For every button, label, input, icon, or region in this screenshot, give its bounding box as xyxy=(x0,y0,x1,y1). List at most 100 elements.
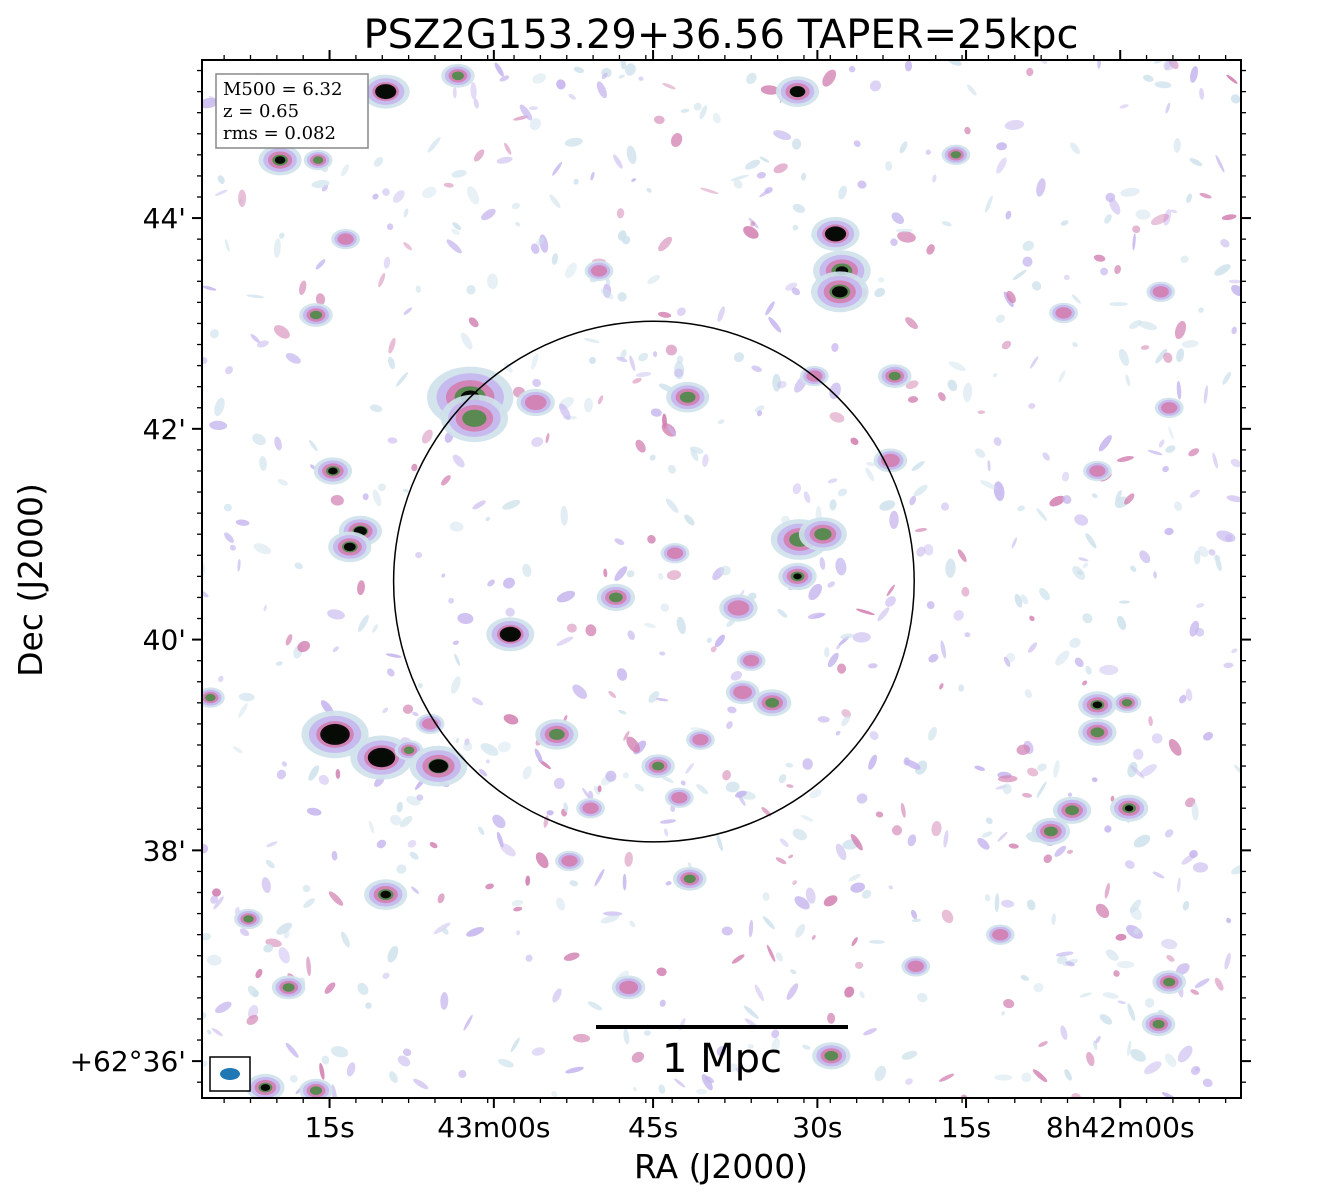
radio-source xyxy=(584,260,614,281)
noise-blob xyxy=(822,69,837,87)
noise-blob xyxy=(1223,662,1234,669)
noise-blob xyxy=(974,765,985,771)
noise-blob xyxy=(480,743,499,756)
noise-blob xyxy=(1158,439,1165,448)
noise-blob xyxy=(1163,352,1173,363)
noise-blob xyxy=(1231,648,1238,654)
noise-blob xyxy=(903,757,910,766)
noise-blob xyxy=(786,983,799,1000)
noise-blob xyxy=(277,479,288,486)
noise-blob xyxy=(365,1002,372,1009)
noise-blob xyxy=(1208,549,1216,556)
noise-blob xyxy=(454,653,461,666)
noise-blob xyxy=(811,934,816,940)
noise-blob xyxy=(281,761,287,767)
noise-blob xyxy=(315,259,326,270)
noise-blob xyxy=(378,273,386,288)
noise-blob xyxy=(530,243,540,254)
noise-blob xyxy=(928,653,939,663)
noise-blob xyxy=(869,731,879,741)
noise-blob xyxy=(670,132,683,148)
noise-blob xyxy=(1021,1072,1032,1083)
noise-blob xyxy=(315,293,326,306)
noise-blob xyxy=(246,1014,259,1025)
noise-blob xyxy=(566,623,577,633)
noise-blob xyxy=(1165,102,1171,114)
noise-blob xyxy=(704,1076,715,1083)
noise-blob xyxy=(866,461,877,467)
noise-blob xyxy=(659,819,677,824)
noise-blob xyxy=(754,405,765,413)
noise-blob xyxy=(1189,66,1199,83)
noise-blob xyxy=(659,651,666,656)
noise-blob xyxy=(451,228,460,235)
noise-blob xyxy=(618,709,627,715)
noise-blob xyxy=(387,668,395,677)
noise-blob xyxy=(531,437,544,447)
noise-blob xyxy=(840,633,854,640)
noise-blob xyxy=(1082,680,1088,686)
noise-blob xyxy=(900,802,906,818)
noise-blob xyxy=(792,203,806,213)
noise-blob xyxy=(1031,281,1042,291)
noise-blob xyxy=(1196,603,1205,608)
noise-blob xyxy=(382,972,390,979)
noise-blob xyxy=(869,80,882,92)
noise-blob xyxy=(1182,900,1190,911)
radio-source xyxy=(1078,718,1117,746)
noise-blob xyxy=(1224,952,1231,970)
noise-blob xyxy=(855,961,864,969)
noise-blob xyxy=(829,412,845,423)
noise-blob xyxy=(716,1046,726,1057)
noise-blob xyxy=(914,528,928,532)
noise-blob xyxy=(332,646,339,653)
noise-blob xyxy=(502,499,521,510)
noise-blob xyxy=(1070,142,1081,155)
noise-blob xyxy=(1127,1040,1132,1056)
noise-blob xyxy=(388,337,396,354)
noise-blob xyxy=(386,223,394,230)
noise-blob xyxy=(1129,319,1142,330)
noise-blob xyxy=(1226,495,1241,503)
noise-blob xyxy=(676,355,684,364)
noise-blob xyxy=(710,646,717,653)
noise-blob xyxy=(957,549,967,562)
noise-blob xyxy=(756,410,763,417)
radio-source xyxy=(725,680,760,705)
noise-blob xyxy=(1033,982,1044,993)
noise-blob xyxy=(621,235,631,245)
noise-blob xyxy=(416,794,424,801)
noise-blob xyxy=(879,500,896,511)
noise-blob xyxy=(321,1055,330,1065)
noise-blob xyxy=(584,397,593,413)
noise-blob xyxy=(851,937,858,947)
noise-blob xyxy=(224,532,234,543)
radio-source xyxy=(486,617,535,652)
noise-blob xyxy=(582,787,591,800)
radio-source xyxy=(666,381,710,413)
noise-blob xyxy=(1214,977,1224,991)
noise-blob xyxy=(835,843,847,861)
noise-blob xyxy=(1130,565,1137,573)
noise-blob xyxy=(473,98,479,109)
noise-blob xyxy=(569,880,578,887)
info-box: M500 = 6.32 z = 0.65 rms = 0.082 xyxy=(215,73,369,149)
noise-blob xyxy=(433,922,451,935)
noise-blob xyxy=(302,884,311,893)
noise-blob xyxy=(238,189,247,208)
noise-blob xyxy=(539,234,549,253)
radio-source xyxy=(555,850,584,872)
noise-blob xyxy=(743,1005,759,1019)
noise-blob xyxy=(285,1042,299,1058)
noise-blob xyxy=(800,814,814,822)
noise-blob xyxy=(1215,554,1222,572)
noise-blob xyxy=(215,1001,232,1014)
noise-blob xyxy=(1202,1078,1213,1088)
noise-blob xyxy=(836,643,841,650)
noise-blob xyxy=(693,102,702,111)
noise-blob xyxy=(605,770,617,782)
noise-blob xyxy=(1125,374,1131,387)
noise-blob xyxy=(631,1051,645,1063)
noise-blob xyxy=(928,726,937,741)
noise-blob xyxy=(809,789,822,799)
